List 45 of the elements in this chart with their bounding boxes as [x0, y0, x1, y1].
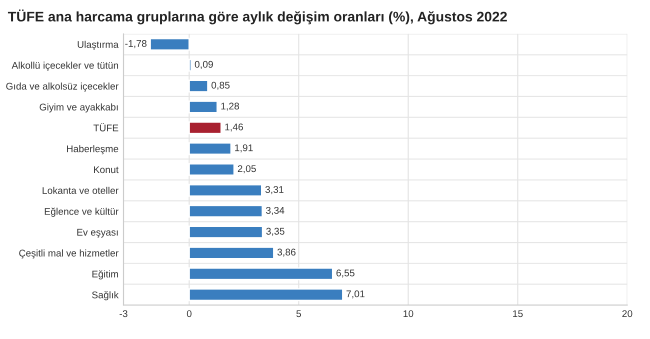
data-label: 3,35: [266, 228, 284, 236]
y-tick-label: Sağlık: [92, 291, 119, 300]
bar: [188, 246, 274, 260]
data-label: 3,86: [277, 248, 296, 257]
y-tick-label: TÜFE: [93, 123, 118, 132]
x-tick-label: -3: [120, 310, 128, 318]
data-label: 1,28: [221, 102, 240, 111]
x-tick-label: 20: [622, 310, 632, 318]
data-label: 0,09: [194, 60, 213, 69]
y-tick-label: Ev eşyası: [77, 228, 118, 238]
y-tick-label: Ulaştırma: [78, 40, 119, 50]
data-label: 1,91: [235, 144, 253, 152]
data-label: 6,55: [336, 270, 354, 278]
bar: [188, 80, 209, 92]
bar: [188, 204, 264, 218]
bar: [188, 267, 334, 280]
data-label: 7,01: [346, 290, 364, 298]
bar: [188, 163, 235, 176]
data-label: 3,34: [266, 206, 284, 215]
y-tick-label: Haberleşme: [67, 145, 118, 154]
x-tick-label: 0: [186, 310, 192, 318]
x-tick-label: 10: [404, 310, 414, 318]
bar: [188, 226, 264, 239]
y-tick-label: Eğlence ve kültür: [44, 208, 118, 217]
data-label: -1,78: [125, 40, 147, 48]
bar: [150, 38, 190, 51]
data-label: 3,31: [265, 186, 284, 194]
y-tick-label: Alkollü içecekler ve tütün: [12, 62, 118, 71]
bar: [188, 121, 222, 134]
y-tick-label: Konut: [94, 166, 119, 174]
data-label: 2,05: [238, 165, 256, 174]
x-tick-label: 15: [513, 310, 523, 318]
y-tick-label: Çeşitli mal ve hizmetler: [19, 249, 118, 259]
x-tick-label: 5: [296, 310, 302, 318]
data-label: 1,46: [225, 124, 243, 132]
chart-title: TÜFE ana harcama gruplarına göre aylık değişim oranları (%), Ağustos 2022: [8, 10, 507, 24]
y-tick-label: Lokanta ve oteller: [42, 186, 118, 194]
y-tick-label: Giyim ve ayakkabı: [40, 103, 118, 112]
bar: [188, 100, 218, 114]
data-label: 0,85: [211, 82, 230, 90]
y-tick-label: Gıda ve alkolsüz içecekler: [6, 82, 118, 92]
bar: [188, 184, 262, 197]
bar: [188, 142, 232, 156]
y-tick-label: Eğitim: [92, 270, 118, 280]
bar: [188, 288, 344, 302]
